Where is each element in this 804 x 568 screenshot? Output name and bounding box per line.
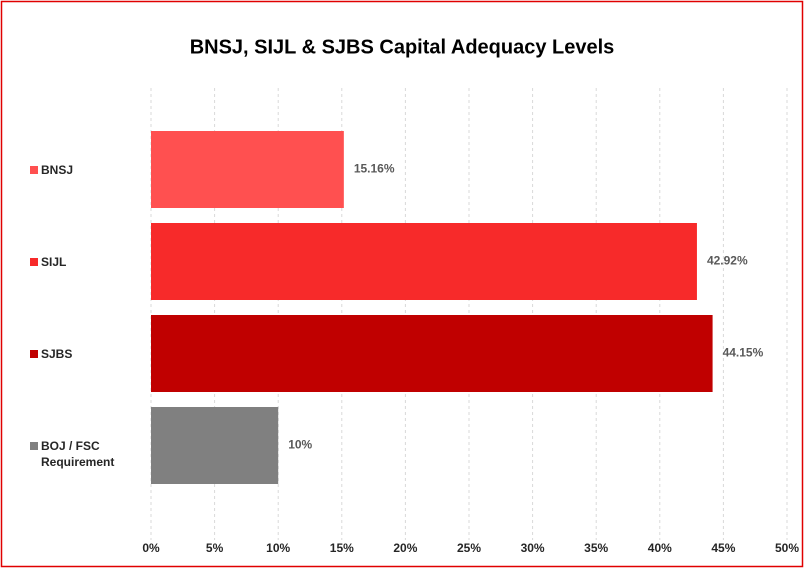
x-tick-label: 50% — [775, 541, 799, 555]
x-tick-label: 25% — [457, 541, 481, 555]
bar — [151, 407, 279, 484]
x-tick-label: 40% — [648, 541, 672, 555]
category-label: BOJ / FSC Requirement — [30, 438, 140, 470]
category-label: SIJL — [30, 254, 140, 270]
bar — [151, 315, 713, 392]
category-label: SJBS — [30, 346, 140, 362]
category-marker — [30, 441, 38, 450]
bar — [151, 223, 697, 300]
value-label: 15.16% — [354, 162, 395, 176]
x-tick-label: 0% — [142, 541, 160, 555]
category-text: BOJ / FSC Requirement — [41, 438, 115, 469]
value-label: 10% — [288, 438, 312, 452]
category-text: SIJL — [41, 254, 67, 269]
x-tick-label: 30% — [521, 541, 545, 555]
x-tick-label: 20% — [393, 541, 417, 555]
category-marker — [30, 349, 38, 358]
category-text: BNSJ — [41, 162, 74, 177]
category-marker — [30, 257, 38, 266]
value-label: 44.15% — [723, 346, 764, 360]
category-text: SJBS — [41, 346, 73, 361]
bar — [151, 131, 344, 208]
x-tick-label: 5% — [206, 541, 224, 555]
chart-title: BNSJ, SIJL & SJBS Capital Adequacy Level… — [190, 36, 615, 58]
x-tick-label: 10% — [266, 541, 290, 555]
category-label: BNSJ — [30, 162, 140, 178]
value-label: 42.92% — [707, 254, 748, 268]
x-tick-label: 35% — [584, 541, 608, 555]
x-tick-label: 15% — [330, 541, 354, 555]
category-marker — [30, 165, 38, 174]
x-tick-label: 45% — [711, 541, 735, 555]
